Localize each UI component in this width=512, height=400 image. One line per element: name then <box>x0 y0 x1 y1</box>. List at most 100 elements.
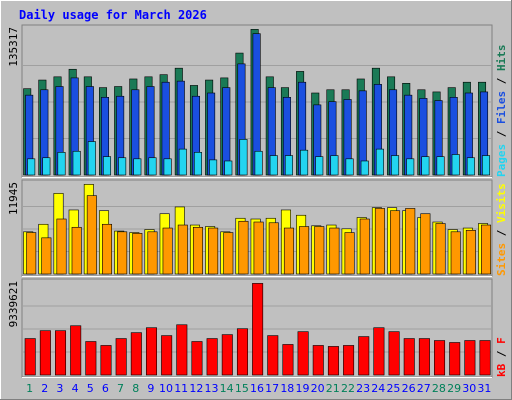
side-legend-bottom: kB / F <box>495 337 508 377</box>
bar-top-pages-22 <box>345 158 354 176</box>
x-tick-label-27: 27 <box>417 382 431 395</box>
bar-top-pages-5 <box>87 141 96 176</box>
bar-middle-sites-19 <box>299 226 310 275</box>
bar-top-pages-15 <box>239 139 248 176</box>
bar-top-pages-4 <box>72 150 81 176</box>
bar-bottom-kb-f-22 <box>343 345 355 376</box>
bar-top-pages-13 <box>209 159 218 176</box>
bar-bottom-kb-f-29 <box>449 342 461 376</box>
bar-bottom-kb-f-31 <box>479 340 491 376</box>
bar-top-pages-20 <box>315 156 324 176</box>
bar-middle-sites-2 <box>41 237 52 275</box>
x-tick-label-6: 6 <box>102 382 109 395</box>
x-tick-label-7: 7 <box>117 382 124 395</box>
bar-bottom-kb-f-8 <box>130 332 142 376</box>
bar-top-pages-12 <box>193 152 202 176</box>
chart-panels: 135317 Pages / Files / Hits 11945 Sites / V… <box>7 24 508 378</box>
x-tick-label-26: 26 <box>402 382 416 395</box>
bar-middle-sites-13 <box>208 227 219 275</box>
bar-middle-sites-20 <box>314 226 325 275</box>
bar-top-pages-23 <box>360 160 369 176</box>
bar-bottom-kb-f-11 <box>176 324 188 376</box>
bar-top-pages-31 <box>482 155 491 176</box>
bar-bottom-kb-f-9 <box>145 327 157 376</box>
bar-bottom-kb-f-1 <box>24 338 36 376</box>
bar-bottom-kb-f-15 <box>236 328 248 376</box>
y-max-label-bottom: 9339621 <box>7 281 20 327</box>
bar-bottom-kb-f-16 <box>252 283 264 376</box>
bar-middle-sites-14 <box>223 232 234 275</box>
bar-middle-sites-7 <box>117 231 128 275</box>
panel-bottom: 9339621 kB / F <box>7 278 508 378</box>
bar-middle-sites-18 <box>283 227 294 275</box>
bar-bottom-kb-f-14 <box>221 334 233 376</box>
bar-bottom-kb-f-28 <box>434 340 446 376</box>
bar-middle-sites-31 <box>481 224 492 275</box>
x-tick-label-20: 20 <box>311 382 325 395</box>
bar-top-pages-21 <box>330 155 339 176</box>
bar-middle-sites-16 <box>253 221 264 275</box>
chart-title: Daily usage for March 2026 <box>19 8 207 22</box>
bar-bottom-kb-f-7 <box>115 338 127 376</box>
side-legend-middle: Sites / Visits <box>495 183 508 276</box>
bar-bottom-kb-f-25 <box>388 331 400 376</box>
bar-middle-sites-1 <box>26 232 37 275</box>
bar-middle-sites-11 <box>177 224 188 275</box>
bar-middle-sites-23 <box>359 218 370 275</box>
side-legend-sites: Sites <box>495 243 508 276</box>
panel-middle: 11945 Sites / Visits <box>7 179 508 277</box>
bar-top-pages-24 <box>375 148 384 176</box>
bar-top-pages-11 <box>178 148 187 176</box>
x-tick-label-19: 19 <box>295 382 309 395</box>
x-tick-label-15: 15 <box>235 382 249 395</box>
bar-top-pages-14 <box>224 160 233 176</box>
x-tick-label-10: 10 <box>159 382 173 395</box>
x-axis-labels: 1 2 3 4 5 6 7 8 9 10 11 12 13 14 15 16 17 18 19 20 21 22 23 24 2… <box>26 382 491 395</box>
bar-bottom-kb-f-26 <box>403 338 415 376</box>
x-tick-label-28: 28 <box>432 382 446 395</box>
side-legend-separator: / <box>495 223 508 243</box>
x-tick-label-23: 23 <box>356 382 370 395</box>
bar-middle-sites-9 <box>147 231 158 275</box>
bar-bottom-kb-f-13 <box>206 338 218 376</box>
bar-top-pages-2 <box>42 157 51 176</box>
bar-bottom-kb-f-17 <box>267 335 279 376</box>
bar-middle-sites-15 <box>238 220 249 275</box>
x-tick-label-2: 2 <box>41 382 48 395</box>
x-tick-label-13: 13 <box>205 382 219 395</box>
side-legend-hits: Hits <box>495 45 508 72</box>
bar-top-pages-8 <box>133 158 142 176</box>
bar-middle-sites-22 <box>344 232 355 275</box>
bar-top-pages-18 <box>284 155 293 176</box>
x-tick-label-4: 4 <box>72 382 79 395</box>
bar-top-pages-30 <box>466 157 475 176</box>
x-tick-label-16: 16 <box>250 382 264 395</box>
bar-top-pages-7 <box>118 157 127 176</box>
side-legend-kb: kB <box>495 363 508 377</box>
side-legend-separator: / <box>495 71 508 91</box>
bar-middle-sites-30 <box>465 229 476 275</box>
bar-bottom-kb-f-19 <box>297 331 309 376</box>
bar-middle-sites-6 <box>102 223 113 275</box>
y-max-label-middle: 11945 <box>7 182 20 215</box>
x-tick-label-29: 29 <box>447 382 461 395</box>
bar-middle-sites-12 <box>192 226 203 275</box>
bar-middle-sites-4 <box>71 226 82 275</box>
bar-middle-sites-29 <box>450 231 461 275</box>
side-legend-files: Files <box>495 91 508 124</box>
x-tick-label-22: 22 <box>341 382 355 395</box>
bar-middle-sites-8 <box>132 233 143 275</box>
bar-middle-sites-5 <box>86 195 97 275</box>
side-legend-visits: Visits <box>495 183 508 223</box>
side-legend-pages: Pages <box>495 144 508 177</box>
x-tick-label-8: 8 <box>132 382 139 395</box>
bar-bottom-kb-f-30 <box>464 340 476 376</box>
bar-bottom-kb-f-21 <box>327 346 339 376</box>
x-tick-label-11: 11 <box>174 382 188 395</box>
bar-middle-sites-17 <box>268 222 279 275</box>
side-legend-top: Pages / Files / Hits <box>495 45 508 178</box>
x-tick-label-1: 1 <box>26 382 33 395</box>
bar-bottom-kb-f-10 <box>161 335 173 376</box>
bar-top-pages-26 <box>406 158 415 176</box>
